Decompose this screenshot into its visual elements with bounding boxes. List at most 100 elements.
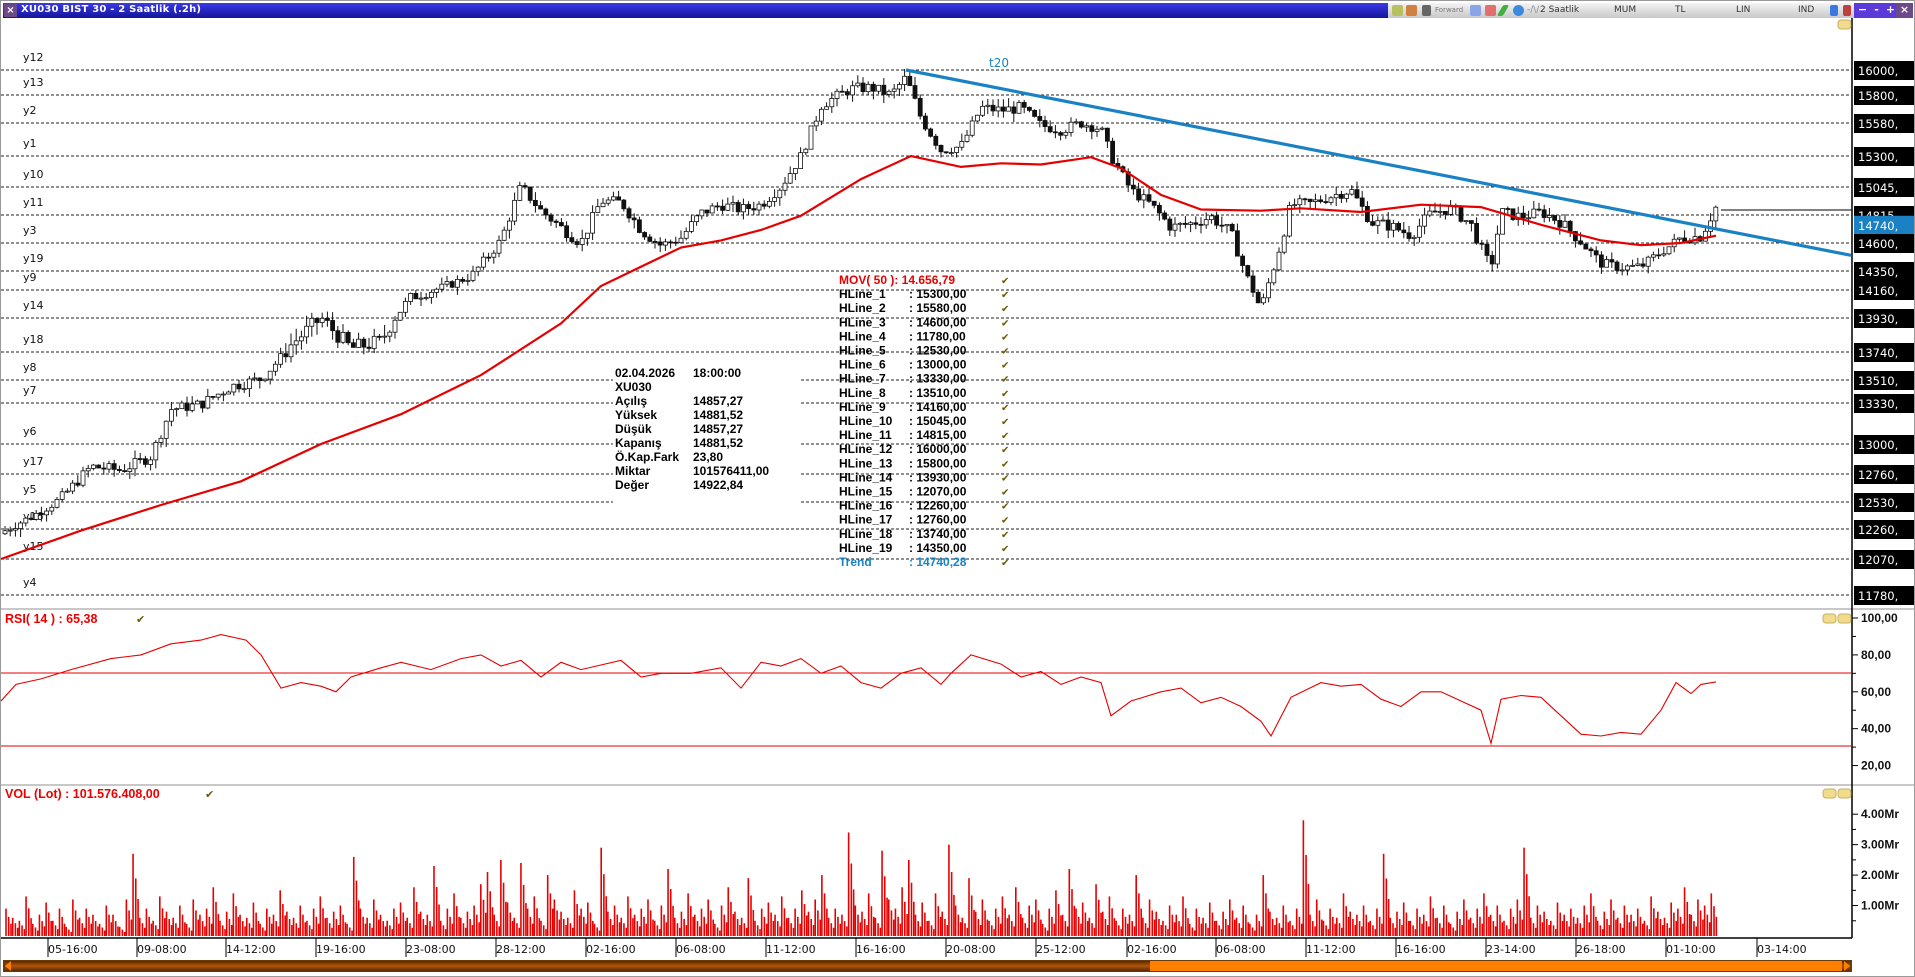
template-icon[interactable]: [1470, 5, 1481, 16]
minimize-button[interactable]: −: [1854, 3, 1871, 18]
price-axis-label: 13740,: [1858, 346, 1898, 360]
svg-text:18:00:00: 18:00:00: [693, 366, 741, 380]
arrow-icon[interactable]: [1830, 5, 1838, 16]
check-icon[interactable]: ✔: [1001, 558, 1009, 569]
time-axis-label: 02-16:00: [1127, 943, 1177, 956]
forward-button[interactable]: Forward: [1435, 6, 1464, 14]
hline-label: y8: [23, 361, 37, 374]
main-maximize-button[interactable]: [1837, 19, 1852, 30]
check-icon[interactable]: ✔: [1001, 417, 1009, 428]
check-icon[interactable]: ✔: [1001, 516, 1009, 527]
maximize-button[interactable]: +: [1882, 3, 1899, 18]
currency-selector[interactable]: TL: [1675, 5, 1686, 15]
time-axis-label: 23-14:00: [1486, 943, 1536, 956]
time-axis-label: 11-12:00: [766, 943, 816, 956]
price-axis-label: 11780,: [1858, 589, 1898, 603]
horizontal-scrollbar[interactable]: [3, 960, 1852, 972]
time-axis-label: 03-14:00: [1757, 943, 1807, 956]
wave-icon[interactable]: -/\/: [1527, 5, 1540, 15]
legend-hline_19: HLine_19: [839, 541, 893, 555]
close-button[interactable]: ×: [1896, 3, 1913, 18]
svg-text:14922,84: 14922,84: [693, 478, 743, 492]
hline-label: y17: [23, 455, 44, 468]
legend-hline_12: HLine_12: [839, 442, 893, 456]
svg-text:Kapanış: Kapanış: [615, 436, 662, 450]
trend-line[interactable]: [905, 68, 1852, 257]
check-icon[interactable]: ✔: [1001, 488, 1009, 499]
forward-icon[interactable]: [1422, 5, 1431, 16]
check-icon[interactable]: ✔: [1001, 459, 1009, 470]
volume-close-button[interactable]: [1837, 788, 1852, 799]
legend-value: : 15300,00: [909, 287, 967, 301]
svg-text:Değer: Değer: [615, 478, 649, 492]
check-icon[interactable]: ✔: [1001, 290, 1009, 301]
price-axis-label: 13510,: [1858, 374, 1898, 388]
volume-maximize-button[interactable]: [1822, 788, 1837, 799]
check-icon[interactable]: ✔: [1001, 544, 1009, 555]
legend-value: : 11780,00: [909, 329, 966, 343]
rsi-check-icon[interactable]: ✔: [136, 613, 145, 626]
svg-text:23,80: 23,80: [693, 450, 723, 464]
hline-label: y9: [23, 271, 37, 284]
check-icon[interactable]: ✔: [1001, 389, 1009, 400]
chart-toolbar: Forward -/\/ 2 Saatlik MUM TL LIN IND − …: [1388, 3, 1913, 18]
mode-selector[interactable]: IND: [1798, 5, 1815, 15]
chart-area[interactable]: y12 y13 y2 y1 y10 y11 y3 y19 y9 y14 y18 y8 y7 y6 y17 y5…: [1, 18, 1914, 976]
time-axis-label: 01-10:00: [1666, 943, 1716, 956]
svg-text:Ö.Kap.Fark: Ö.Kap.Fark: [615, 449, 679, 464]
check-icon[interactable]: ✔: [1001, 332, 1009, 343]
time-axis-label: 20-08:00: [946, 943, 996, 956]
check-icon[interactable]: ✔: [1001, 276, 1009, 287]
svg-text:Miktar: Miktar: [615, 464, 651, 478]
period-selector[interactable]: 2 Saatlik: [1540, 5, 1580, 15]
price-axis-label: 15045,: [1858, 181, 1898, 195]
svg-text:4.00Mr: 4.00Mr: [1861, 807, 1899, 821]
svg-text:02.04.2026: 02.04.2026: [615, 366, 675, 380]
svg-text:60,00: 60,00: [1861, 685, 1891, 699]
check-icon[interactable]: ✔: [1001, 304, 1009, 315]
check-icon[interactable]: ✔: [1001, 530, 1009, 541]
price-axis-label: 12260,: [1858, 523, 1898, 537]
scroll-right-icon[interactable]: [1844, 961, 1850, 971]
moving-average-line: [1, 154, 1717, 561]
compare-icon[interactable]: [1485, 5, 1496, 16]
price-axis-label: 14350,: [1858, 265, 1898, 279]
check-icon[interactable]: ✔: [1001, 445, 1009, 456]
tools-icon[interactable]: [1843, 5, 1851, 16]
restore-button[interactable]: -: [1868, 3, 1885, 18]
rsi-maximize-button[interactable]: [1822, 613, 1837, 624]
price-axis-label: 13930,: [1858, 312, 1898, 326]
volume-panel-buttons: [1822, 788, 1852, 799]
rsi-title: RSI( 14 ) : 65,38: [5, 612, 97, 626]
scale-selector[interactable]: LIN: [1736, 5, 1751, 15]
legend-value: : 12530,00: [909, 344, 967, 358]
legend-trend: Trend: [839, 555, 872, 569]
check-icon[interactable]: ✔: [1001, 318, 1009, 329]
chart-type-selector[interactable]: MUM: [1614, 5, 1637, 15]
indicator-icon[interactable]: [1392, 5, 1403, 16]
check-icon[interactable]: ✔: [1001, 431, 1009, 442]
check-icon[interactable]: ✔: [1001, 347, 1009, 358]
close-icon[interactable]: ×: [4, 4, 17, 17]
svg-text:2.00Mr: 2.00Mr: [1861, 868, 1899, 882]
volume-check-icon[interactable]: ✔: [205, 788, 214, 801]
strategy-icon[interactable]: [1406, 5, 1417, 16]
svg-text:40,00: 40,00: [1861, 722, 1891, 736]
check-icon[interactable]: ✔: [1001, 375, 1009, 386]
legend-hline_8: HLine_8: [839, 386, 886, 400]
svg-text:14881,52: 14881,52: [693, 408, 743, 422]
hline-label: y6: [23, 425, 37, 438]
check-icon[interactable]: ✔: [1001, 502, 1009, 513]
pencil-icon[interactable]: [1496, 5, 1510, 16]
crosshair-icon[interactable]: [1513, 5, 1524, 16]
hline-label: y1: [23, 137, 37, 150]
check-icon[interactable]: ✔: [1001, 403, 1009, 414]
scroll-left-icon[interactable]: [5, 961, 11, 971]
check-icon[interactable]: ✔: [1001, 361, 1009, 372]
check-icon[interactable]: ✔: [1001, 473, 1009, 484]
svg-text:XU030: XU030: [615, 380, 652, 394]
scrollbar-thumb[interactable]: [1150, 961, 1842, 971]
legend-hline_6: HLine_6: [839, 358, 886, 372]
rsi-close-button[interactable]: [1837, 613, 1852, 624]
